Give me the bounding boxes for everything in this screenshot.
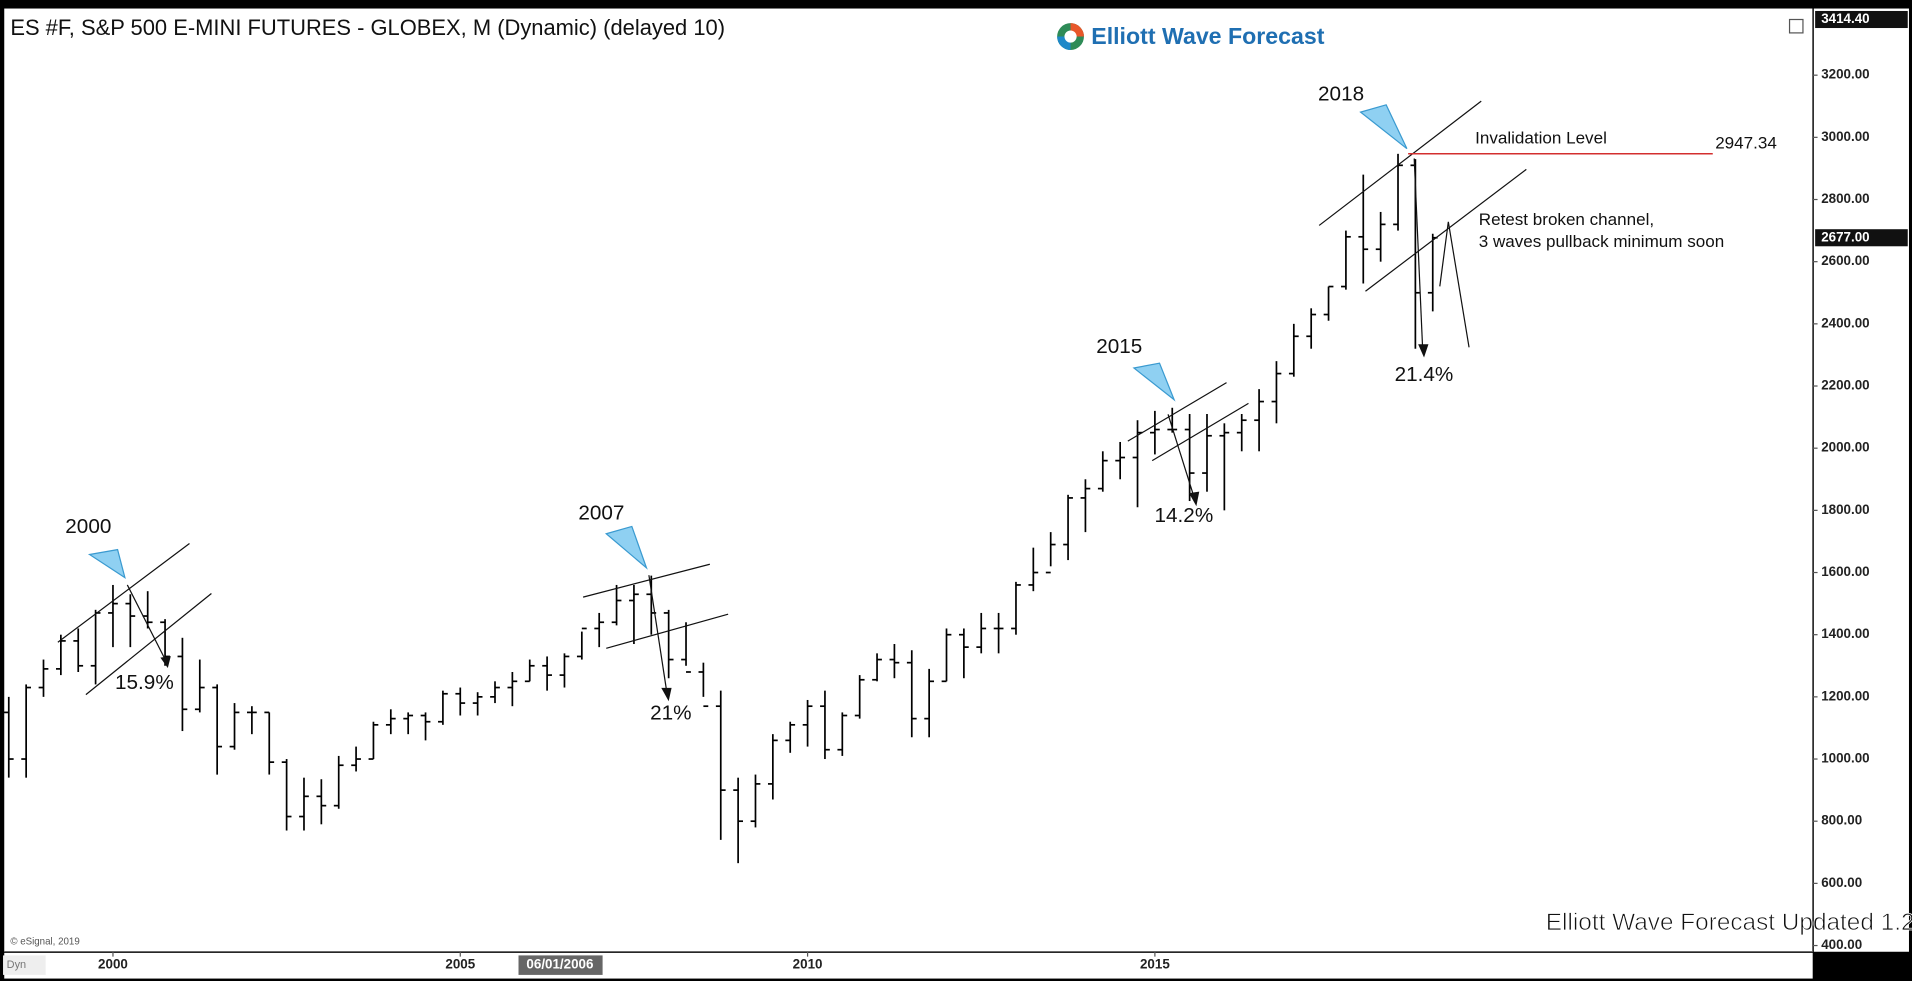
y-tick-label: 1600.00	[1821, 564, 1869, 579]
peak-marker	[1359, 104, 1408, 150]
y-tick-label: 600.00	[1821, 875, 1862, 890]
cursor-date-label: 06/01/2006	[526, 957, 593, 972]
annotation: 2007	[578, 502, 624, 525]
y-tick-label: 400.00	[1821, 937, 1862, 952]
annotation: 2000	[65, 515, 111, 538]
time-axis-area	[4, 952, 1813, 979]
channels	[57, 100, 1527, 702]
cursor-date-box	[518, 955, 603, 975]
peak-marker	[87, 548, 126, 580]
price-tag-label: 3414.40	[1821, 11, 1869, 26]
y-tick-label: 2400.00	[1821, 315, 1869, 330]
arrow	[648, 575, 668, 695]
arrow	[1167, 414, 1196, 500]
window-button[interactable]	[1788, 18, 1804, 34]
y-tick-label: 2000.00	[1821, 440, 1869, 455]
y-tick-label: 2200.00	[1821, 378, 1869, 393]
invalidation-value: 2947.34	[1715, 133, 1777, 152]
logo-text: Elliott Wave Forecast	[1091, 23, 1324, 49]
logo-icon	[1064, 30, 1077, 43]
annotation: 2018	[1318, 83, 1364, 106]
x-tick-label: 2015	[1140, 957, 1170, 972]
price-tag	[1815, 229, 1908, 247]
peak-marker	[1132, 362, 1176, 402]
dyn-label[interactable]: Dyn	[7, 959, 26, 971]
peak-markers	[87, 104, 1408, 580]
copyright: © eSignal, 2019	[10, 937, 79, 948]
price-tag	[1815, 10, 1908, 29]
price-tag-label: 2677.00	[1821, 229, 1869, 244]
peak-marker	[604, 525, 648, 570]
y-tick-label: 2800.00	[1821, 191, 1869, 206]
annotation: 21%	[650, 702, 691, 725]
annotation: 3 waves pullback minimum soon	[1479, 232, 1724, 251]
y-tick-label: 800.00	[1821, 813, 1862, 828]
channel-line	[1151, 402, 1249, 462]
y-tick-label: 3000.00	[1821, 129, 1869, 144]
arrow-head	[1189, 491, 1200, 507]
annotation: Retest broken channel,	[1479, 210, 1654, 229]
channel-line	[606, 613, 729, 649]
y-tick-label: 2600.00	[1821, 253, 1869, 268]
arrow-head	[160, 656, 171, 669]
footer: Elliott Wave Forecast Updated 1.20.2019	[1546, 909, 1912, 936]
x-tick-label: 2000	[98, 957, 128, 972]
y-tick-label: 1000.00	[1821, 751, 1869, 766]
channel-line	[1127, 382, 1227, 442]
channel-line	[582, 563, 710, 598]
channel-line	[1365, 168, 1527, 292]
invalidation-label: Invalidation Level	[1475, 128, 1607, 147]
annotation: 21.4%	[1395, 363, 1454, 386]
y-tick-label: 1800.00	[1821, 502, 1869, 517]
projection-path	[1439, 221, 1470, 348]
chart-title: ES #F, S&P 500 E-MINI FUTURES - GLOBEX, …	[10, 15, 725, 40]
channel-line	[57, 543, 190, 643]
annotation: 15.9%	[115, 671, 174, 694]
x-tick-label: 2005	[445, 957, 475, 972]
annotation: 14.2%	[1155, 504, 1214, 527]
arrow-head	[661, 687, 672, 702]
price-bars	[3, 153, 1438, 864]
channel-line	[85, 593, 212, 696]
y-tick-label: 1400.00	[1821, 626, 1869, 641]
price-axis-area	[1813, 8, 1909, 952]
arrow	[1413, 158, 1424, 351]
logo: Elliott Wave Forecast	[1057, 23, 1325, 50]
arrow-head	[1418, 344, 1429, 358]
channel-line	[1318, 100, 1482, 226]
y-tick-label: 1200.00	[1821, 688, 1869, 703]
y-tick-label: 3200.00	[1821, 67, 1869, 82]
arrow	[126, 584, 169, 665]
plot-area	[4, 8, 1813, 952]
annotation: 2015	[1096, 335, 1142, 358]
dyn-box[interactable]	[3, 955, 46, 975]
x-tick-label: 2010	[793, 957, 823, 972]
